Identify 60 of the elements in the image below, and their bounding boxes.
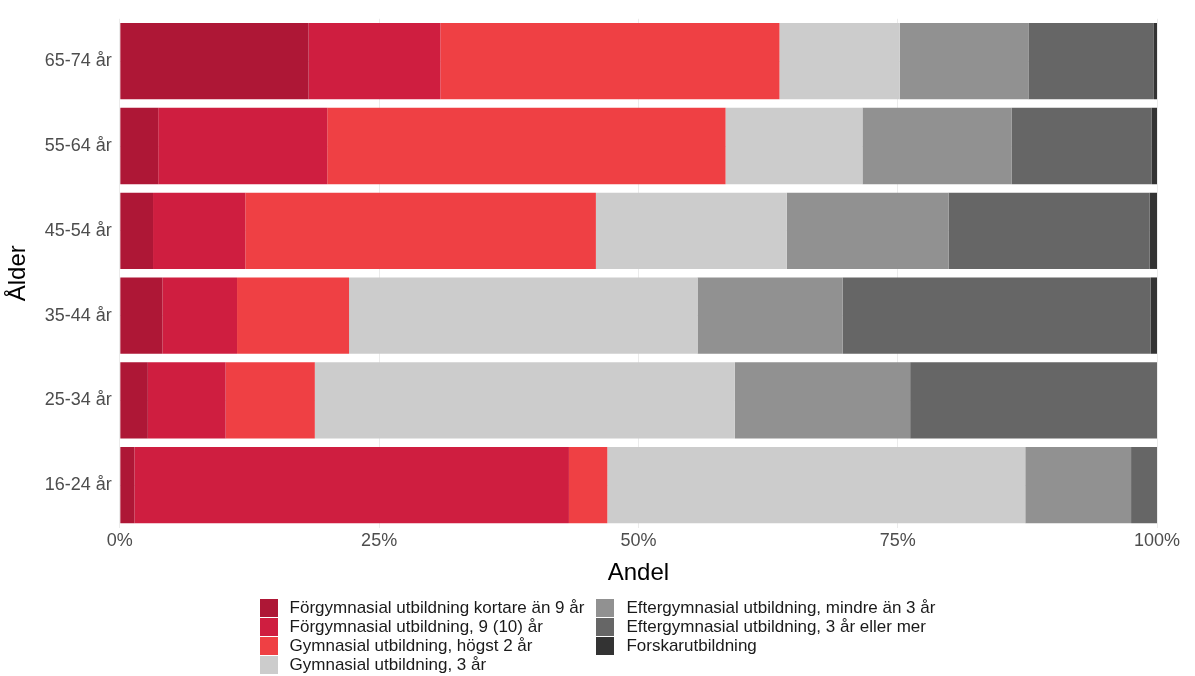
bar bbox=[120, 447, 135, 524]
bar bbox=[910, 362, 1157, 439]
bar bbox=[697, 277, 843, 354]
bar bbox=[147, 362, 226, 439]
y-tick-label: 25-34 år bbox=[44, 389, 112, 410]
x-tick-label: 75% bbox=[879, 530, 916, 551]
bar bbox=[899, 23, 1029, 100]
bar bbox=[786, 192, 949, 269]
legend-label: Eftergymnasial utbildning, 3 år eller mer bbox=[626, 617, 926, 636]
bar bbox=[595, 192, 787, 269]
legend-label: Förgymnasial utbildning, 9 (10) år bbox=[289, 617, 543, 636]
legend-label: Eftergymnasial utbildning, mindre än 3 år bbox=[626, 598, 936, 617]
legend-label: Gymnasial utbildning, högst 2 år bbox=[289, 636, 533, 655]
bar bbox=[1011, 107, 1152, 185]
y-tick-label: 55-64 år bbox=[44, 134, 112, 155]
bar bbox=[120, 23, 309, 100]
x-tick-label: 50% bbox=[620, 530, 657, 551]
x-tick-label: 0% bbox=[106, 530, 133, 551]
y-tick-label: 35-44 år bbox=[44, 304, 112, 325]
legend-label: Gymnasial utbildning, 3 år bbox=[289, 655, 487, 674]
bar bbox=[153, 192, 246, 269]
bar bbox=[440, 23, 780, 100]
bar bbox=[568, 447, 608, 524]
bar bbox=[120, 107, 159, 185]
bar bbox=[134, 447, 569, 524]
x-tick-label: 100% bbox=[1133, 530, 1181, 551]
bar bbox=[1025, 447, 1132, 524]
y-axis-title: Ålder bbox=[3, 245, 31, 302]
x-axis-title: Andel bbox=[607, 558, 670, 586]
bar bbox=[725, 107, 863, 185]
bar bbox=[225, 362, 315, 439]
bar bbox=[162, 277, 238, 354]
bar bbox=[120, 277, 163, 354]
y-tick-label: 16-24 år bbox=[44, 474, 112, 495]
bar bbox=[158, 107, 328, 185]
x-tick-label: 25% bbox=[361, 530, 398, 551]
legend-label: Forskarutbildning bbox=[626, 636, 757, 655]
bar bbox=[314, 362, 735, 439]
y-tick-label: 65-74 år bbox=[44, 50, 112, 71]
bar bbox=[308, 23, 441, 100]
y-tick-label: 45-54 år bbox=[44, 219, 112, 240]
bar bbox=[948, 192, 1150, 269]
bar bbox=[349, 277, 698, 354]
bar bbox=[1149, 192, 1157, 269]
bar bbox=[1151, 107, 1157, 185]
bar bbox=[1028, 23, 1154, 100]
legend-label: Förgymnasial utbildning kortare än 9 år bbox=[289, 598, 585, 617]
bar bbox=[237, 277, 350, 354]
bar bbox=[120, 192, 154, 269]
bar bbox=[607, 447, 1026, 524]
bar bbox=[1150, 277, 1157, 354]
bar bbox=[862, 107, 1012, 185]
bar bbox=[842, 277, 1151, 354]
bar bbox=[779, 23, 900, 100]
bar bbox=[245, 192, 596, 269]
bar bbox=[120, 362, 148, 439]
bar bbox=[1153, 23, 1157, 100]
bar bbox=[734, 362, 911, 439]
bar bbox=[1131, 447, 1157, 524]
bar bbox=[327, 107, 726, 185]
